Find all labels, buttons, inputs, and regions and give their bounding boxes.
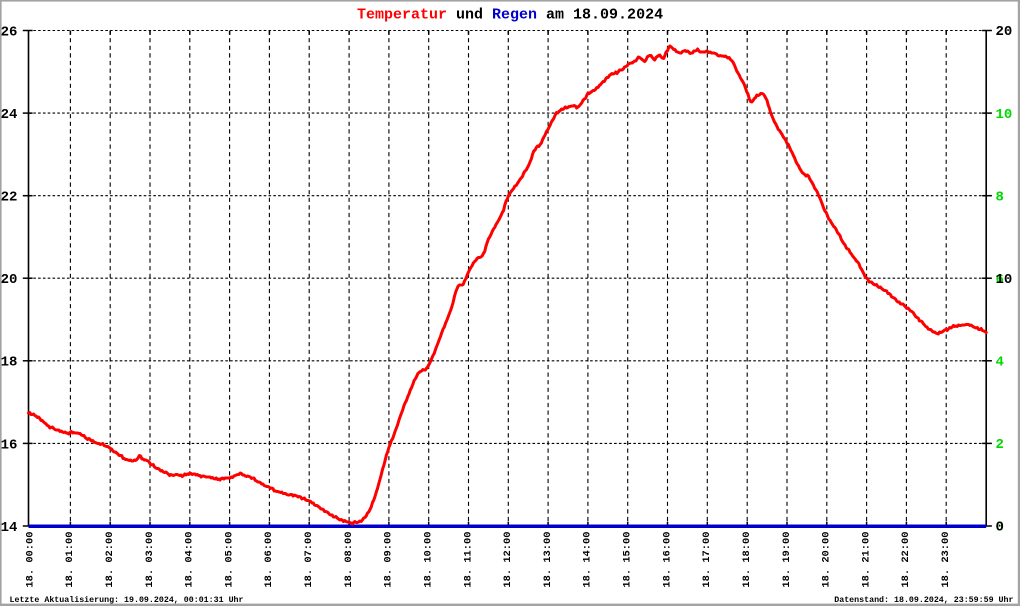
svg-text:18. 15:00: 18. 15:00 [622, 532, 634, 588]
svg-text:18. 01:00: 18. 01:00 [64, 532, 76, 588]
svg-text:20: 20 [996, 24, 1013, 40]
svg-text:4: 4 [996, 355, 1004, 371]
svg-text:18. 12:00: 18. 12:00 [502, 532, 514, 588]
svg-text:18. 09:00: 18. 09:00 [383, 532, 395, 588]
svg-text:24: 24 [1, 107, 18, 123]
svg-text:0: 0 [996, 520, 1004, 536]
svg-text:18. 07:00: 18. 07:00 [303, 532, 315, 588]
svg-text:18. 05:00: 18. 05:00 [223, 532, 235, 588]
svg-text:18. 21:00: 18. 21:00 [860, 532, 872, 588]
svg-text:6: 6 [996, 272, 1004, 288]
svg-text:18. 11:00: 18. 11:00 [462, 532, 474, 588]
svg-text:18. 02:00: 18. 02:00 [104, 532, 116, 588]
svg-text:18. 22:00: 18. 22:00 [900, 532, 912, 588]
svg-text:14: 14 [1, 520, 18, 536]
svg-text:18. 08:00: 18. 08:00 [343, 532, 355, 588]
svg-text:26: 26 [1, 24, 18, 40]
svg-text:18. 16:00: 18. 16:00 [661, 532, 673, 588]
svg-text:18. 10:00: 18. 10:00 [423, 532, 435, 588]
svg-text:18. 19:00: 18. 19:00 [781, 532, 793, 588]
svg-text:2: 2 [996, 437, 1004, 453]
svg-text:18. 04:00: 18. 04:00 [184, 532, 196, 588]
svg-text:22: 22 [1, 190, 18, 206]
svg-text:18. 23:00: 18. 23:00 [940, 532, 952, 588]
svg-text:18. 13:00: 18. 13:00 [542, 532, 554, 588]
svg-text:Letzte Aktualisierung: 19.09.2: Letzte Aktualisierung: 19.09.2024, 00:01… [10, 595, 244, 605]
svg-text:18. 18:00: 18. 18:00 [741, 532, 753, 588]
svg-text:Temperatur und Regen am 18.09.: Temperatur und Regen am 18.09.2024 [357, 7, 663, 24]
svg-text:18. 14:00: 18. 14:00 [582, 532, 594, 588]
svg-text:18. 06:00: 18. 06:00 [263, 532, 275, 588]
svg-text:10: 10 [996, 107, 1013, 123]
svg-text:18. 20:00: 18. 20:00 [821, 532, 833, 588]
svg-text:18. 00:00: 18. 00:00 [24, 532, 36, 588]
svg-text:0: 0 [996, 520, 1004, 536]
svg-text:18. 03:00: 18. 03:00 [144, 532, 156, 588]
svg-text:18: 18 [1, 355, 18, 371]
svg-text:Datenstand: 18.09.2024, 23:59:: Datenstand: 18.09.2024, 23:59:59 Uhr [834, 595, 1013, 605]
svg-text:18. 17:00: 18. 17:00 [701, 532, 713, 588]
svg-text:20: 20 [1, 272, 18, 288]
svg-text:8: 8 [996, 189, 1004, 205]
svg-text:16: 16 [1, 437, 18, 453]
svg-text:10: 10 [996, 272, 1013, 288]
